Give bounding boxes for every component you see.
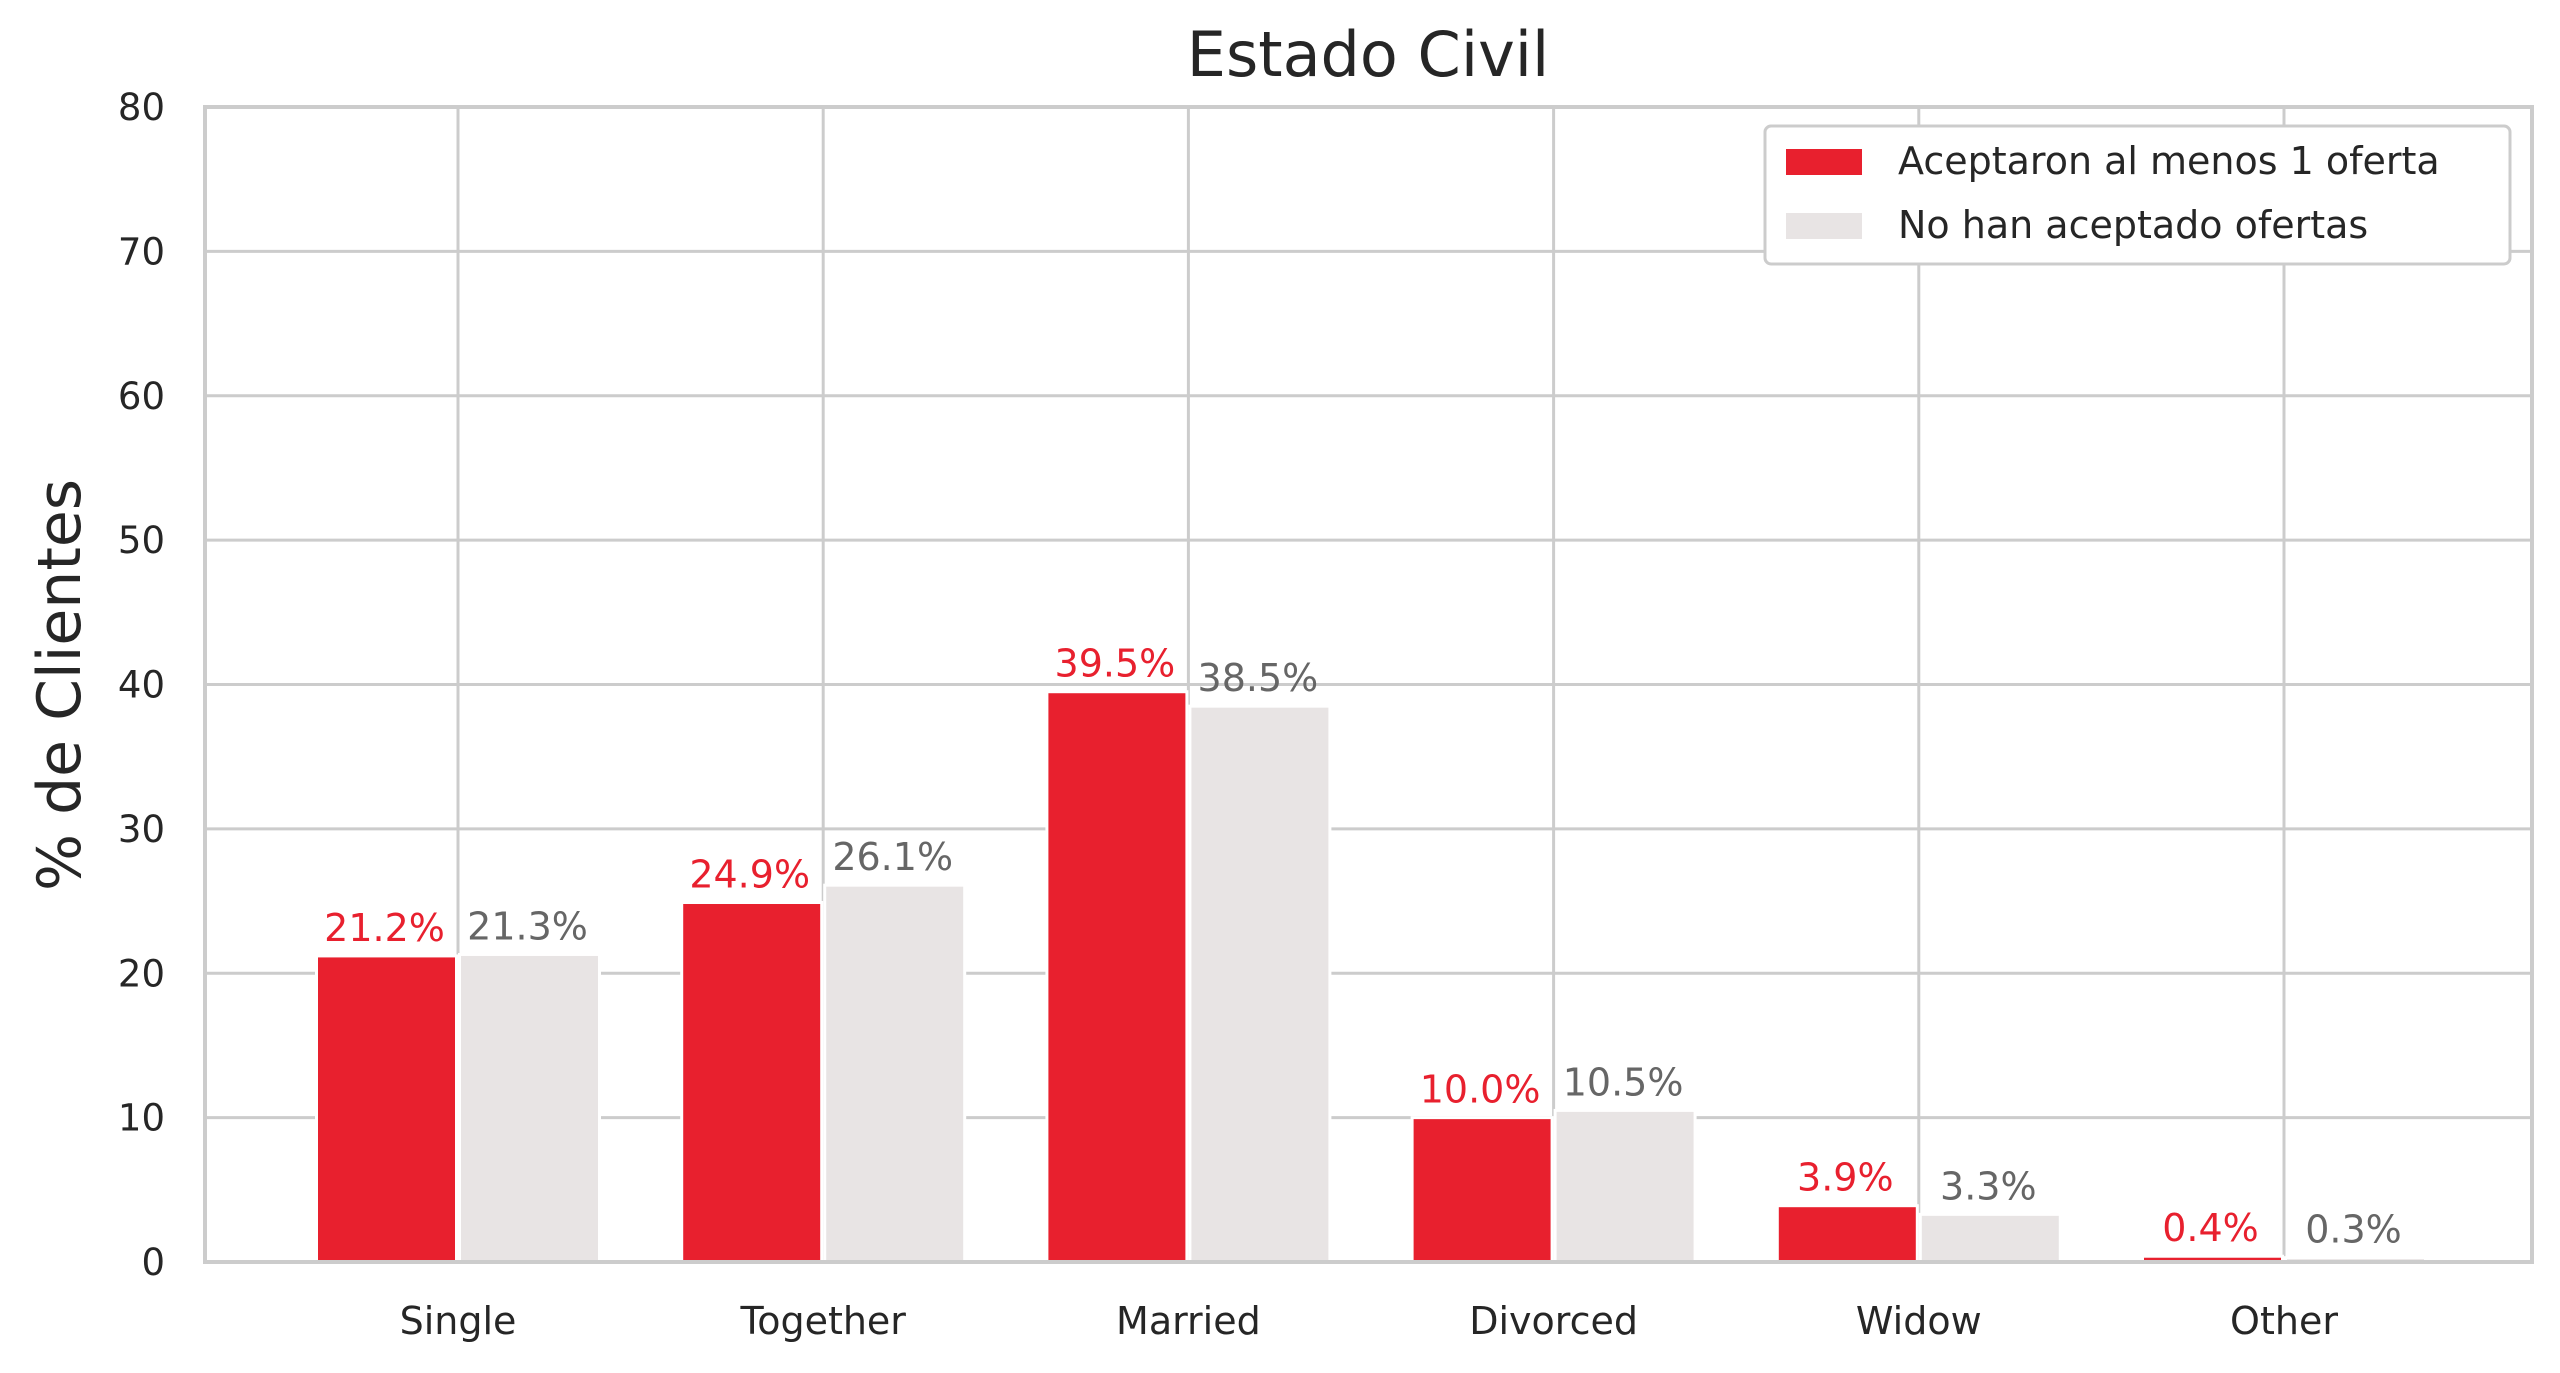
data-label-not-accepted: 3.3% <box>1940 1164 2037 1208</box>
data-label-not-accepted: 21.3% <box>467 904 588 948</box>
bar-accepted <box>1410 1116 1554 1264</box>
bars <box>315 690 2427 1264</box>
data-label-accepted: 21.2% <box>324 906 445 950</box>
data-label-accepted: 39.5% <box>1055 642 1176 686</box>
legend-swatch-accepted <box>1786 149 1862 175</box>
y-tick-label: 50 <box>118 519 165 562</box>
bar-not-accepted <box>458 952 601 1264</box>
data-labels: 21.2% 24.9% 39.5% 10.0% 3.9% 0.4% 21.3% 26.1% 38… <box>324 642 2402 1252</box>
bar-not-accepted <box>1188 704 1332 1264</box>
data-label-not-accepted: 26.1% <box>832 835 953 879</box>
legend-label-accepted: Aceptaron al menos 1 oferta <box>1898 139 2440 183</box>
x-tick-label: Together <box>739 1299 906 1343</box>
bar-accepted <box>1045 690 1189 1264</box>
y-tick-label: 30 <box>118 808 165 851</box>
y-tick-label: 0 <box>141 1241 165 1284</box>
plot-frame <box>203 105 2534 1264</box>
y-tick-label: 20 <box>118 952 165 995</box>
x-tick-label: Single <box>400 1299 517 1343</box>
y-tick-labels: 0 10 20 30 40 50 60 70 80 <box>118 86 165 1284</box>
data-label-accepted: 10.0% <box>1420 1068 1541 1112</box>
bar-not-accepted <box>1553 1108 1697 1264</box>
bar-accepted <box>680 901 824 1264</box>
x-tick-labels: Single Together Married Divorced Widow Other <box>400 1299 2339 1343</box>
data-label-accepted: 24.9% <box>689 853 810 897</box>
legend-label-not-accepted: No han aceptado ofertas <box>1898 203 2368 247</box>
legend-swatch-not-accepted <box>1786 213 1862 239</box>
y-tick-label: 60 <box>118 375 165 418</box>
x-tick-label: Divorced <box>1469 1299 1638 1343</box>
x-tick-label: Other <box>2230 1299 2338 1343</box>
data-label-not-accepted: 38.5% <box>1198 656 1319 700</box>
legend: Aceptaron al menos 1 oferta No han acept… <box>1763 124 2512 266</box>
data-label-accepted: 3.9% <box>1797 1156 1894 1200</box>
x-tick-label: Widow <box>1856 1299 1982 1343</box>
legend-box <box>1763 124 2512 266</box>
y-tick-label: 40 <box>118 664 165 707</box>
y-axis-label: % de Clientes <box>25 479 95 891</box>
bar-not-accepted <box>1918 1212 2062 1264</box>
bar-accepted <box>315 954 458 1264</box>
chart-title: Estado Civil <box>1187 18 1549 91</box>
y-tick-label: 80 <box>118 86 165 129</box>
x-tick-label: Married <box>1116 1299 1261 1343</box>
y-tick-label: 10 <box>118 1097 165 1140</box>
data-label-accepted: 0.4% <box>2162 1206 2259 1250</box>
data-label-not-accepted: 10.5% <box>1563 1060 1684 1104</box>
bar-not-accepted <box>823 883 967 1264</box>
data-label-not-accepted: 0.3% <box>2305 1208 2402 1252</box>
bar-accepted <box>1775 1204 1919 1264</box>
y-tick-label: 70 <box>118 230 165 273</box>
